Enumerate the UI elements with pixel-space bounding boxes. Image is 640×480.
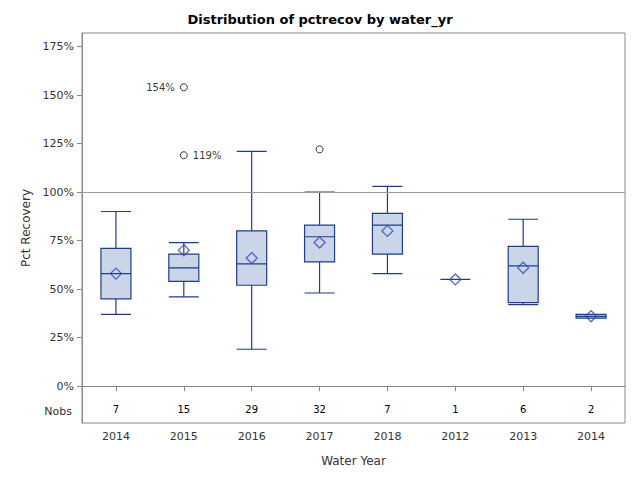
svg-text:2017: 2017 (306, 430, 334, 443)
svg-text:Water Year: Water Year (321, 454, 386, 468)
svg-text:1: 1 (452, 404, 458, 415)
svg-text:100%: 100% (43, 186, 74, 199)
svg-text:29: 29 (245, 404, 258, 415)
svg-text:32: 32 (313, 404, 326, 415)
svg-text:154%: 154% (146, 82, 175, 93)
svg-text:Pct Recovery: Pct Recovery (19, 189, 33, 267)
svg-text:Distribution of pctrecov by wa: Distribution of pctrecov by water_yr (187, 12, 453, 28)
svg-text:2013: 2013 (509, 430, 537, 443)
svg-text:2012: 2012 (441, 430, 469, 443)
svg-text:2018: 2018 (373, 430, 401, 443)
svg-text:7: 7 (384, 404, 390, 415)
svg-text:7: 7 (113, 404, 119, 415)
svg-text:2015: 2015 (170, 430, 198, 443)
svg-text:2014: 2014 (102, 430, 130, 443)
svg-text:Nobs: Nobs (44, 405, 72, 418)
svg-text:15: 15 (177, 404, 190, 415)
svg-text:150%: 150% (43, 89, 74, 102)
svg-text:2: 2 (588, 404, 594, 415)
svg-text:2016: 2016 (238, 430, 266, 443)
svg-text:125%: 125% (43, 137, 74, 150)
svg-text:75%: 75% (50, 234, 74, 247)
svg-text:119%: 119% (193, 150, 222, 161)
svg-text:175%: 175% (43, 40, 74, 53)
svg-text:50%: 50% (50, 283, 74, 296)
svg-text:25%: 25% (50, 331, 74, 344)
svg-text:0%: 0% (57, 380, 74, 393)
svg-text:6: 6 (520, 404, 526, 415)
svg-text:2014: 2014 (577, 430, 605, 443)
